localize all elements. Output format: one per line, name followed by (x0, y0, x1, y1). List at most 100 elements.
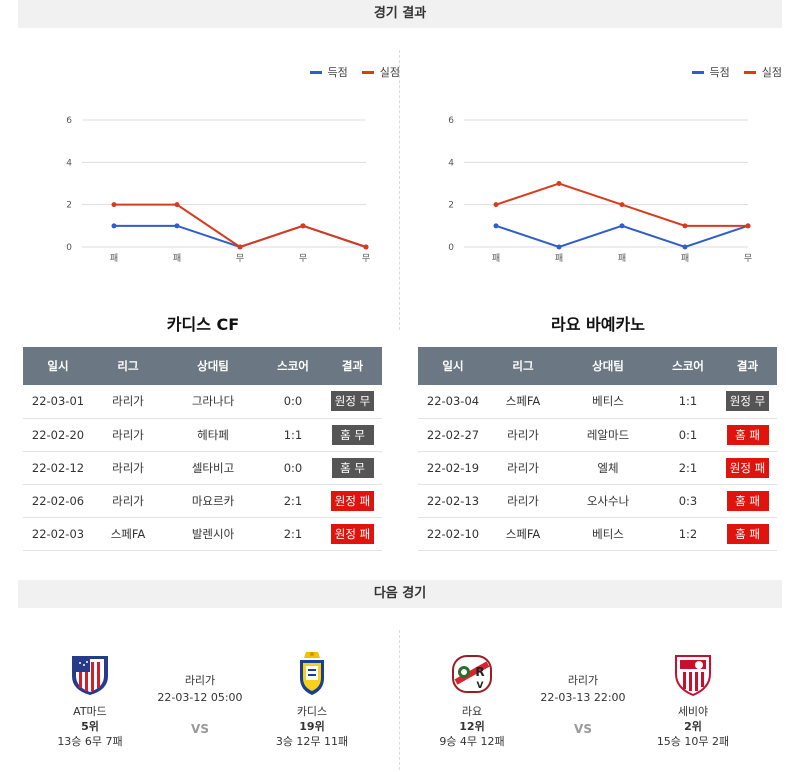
scored-series-line (495, 224, 749, 249)
next-match-divider (399, 630, 400, 770)
table-row: 22-02-20 라리가 헤타페 1:1 홈 무 (23, 418, 382, 452)
conceded-point (745, 223, 751, 229)
away-team-name: 카디스 (296, 705, 328, 718)
y-tick-label: 4 (66, 158, 72, 168)
team-title-cadiz: 카디스 CF (166, 315, 240, 334)
home-team: R V 라요 12위 9승 4무 12패 (417, 650, 527, 749)
header-result: 결과 (718, 347, 777, 385)
cell-opponent: 발렌시아 (163, 517, 263, 551)
match-info: 라리가 22-03-12 05:00 (140, 672, 260, 706)
results-divider (399, 50, 400, 330)
header-score: 스코어 (263, 347, 323, 385)
y-tick-label: 6 (448, 116, 454, 126)
cell-date: 22-02-27 (418, 418, 488, 452)
y-tick-label: 6 (66, 116, 72, 126)
scored-point (111, 223, 117, 229)
result-badge: 홈 패 (726, 424, 769, 445)
cadiz-results-chart: 득점 실점 0 2 4 6 패 패 무 무 무 (40, 50, 400, 270)
cell-league: 라리가 (93, 451, 163, 485)
vs-label: VS (191, 722, 209, 736)
table-header-row: 일시 리그 상대팀 스코어 결과 (23, 347, 382, 385)
x-tick-label: 패 (555, 253, 563, 264)
x-tick-label: 무 (744, 253, 752, 264)
result-badge: 원정 패 (330, 523, 375, 544)
legend-scored: 득점 (309, 64, 348, 80)
cell-date: 22-02-03 (23, 517, 93, 551)
x-tick-label: 무 (236, 253, 244, 264)
cell-result: 홈 무 (323, 451, 382, 485)
conceded-point (682, 223, 688, 229)
result-badge: 원정 패 (330, 490, 375, 511)
x-tick-label: 무 (299, 253, 307, 264)
x-tick-label: 패 (618, 253, 626, 264)
legend-scored-swatch (691, 70, 704, 74)
legend-scored: 득점 (691, 64, 730, 80)
conceded-point (237, 244, 243, 250)
cell-opponent: 레알마드 (558, 418, 658, 452)
cell-league: 스페FA (488, 517, 558, 551)
cell-league: 스페FA (93, 517, 163, 551)
x-tick-label: 무 (362, 253, 370, 264)
result-badge: 원정 무 (330, 391, 375, 412)
cell-score: 2:1 (263, 517, 323, 551)
away-team-name: 세비야 (677, 705, 709, 718)
table-row: 22-02-27 라리가 레알마드 0:1 홈 패 (418, 418, 777, 452)
conceded-point (493, 202, 499, 208)
cell-date: 22-02-13 (418, 484, 488, 518)
header-date: 일시 (23, 347, 93, 385)
away-team-record: 3승 12무 11패 (275, 735, 349, 748)
chart-plot: 0 2 4 6 패 패 무 무 무 (66, 116, 370, 264)
cell-date: 22-02-20 (23, 418, 93, 452)
vs-label: VS (574, 722, 592, 736)
scored-point (619, 223, 625, 229)
cell-result: 홈 무 (323, 418, 382, 452)
cell-result: 원정 무 (718, 385, 777, 419)
y-tick-label: 4 (448, 158, 454, 168)
cell-result: 원정 무 (323, 385, 382, 419)
away-team-record: 15승 10무 2패 (656, 735, 730, 748)
table-row: 22-03-04 스페FA 베티스 1:1 원정 무 (418, 385, 777, 419)
away-team: 세비야 2위 15승 10무 2패 (638, 650, 748, 749)
cell-league: 라리가 (488, 484, 558, 518)
x-tick-label: 패 (492, 253, 500, 264)
home-team-rank: 12위 (459, 720, 485, 733)
table-row: 22-02-19 라리가 엘체 2:1 원정 패 (418, 451, 777, 485)
legend-scored-swatch (309, 70, 322, 74)
cell-league: 라리가 (488, 451, 558, 485)
conceded-point (619, 202, 625, 208)
atletico-madrid-crest-icon (68, 650, 112, 696)
cell-opponent: 베티스 (558, 517, 658, 551)
table-row: 22-03-01 라리가 그라나다 0:0 원정 무 (23, 385, 382, 419)
result-badge: 홈 패 (726, 490, 769, 511)
cell-result: 원정 패 (323, 484, 382, 518)
conceded-point (363, 244, 369, 250)
match-datetime: 22-03-12 05:00 (157, 691, 243, 704)
legend-conceded-label: 실점 (379, 66, 400, 79)
home-team-record: 9승 4무 12패 (439, 735, 505, 748)
header-score: 스코어 (658, 347, 718, 385)
legend-conceded-swatch (361, 70, 374, 74)
chart-legend: 득점 실점 (691, 64, 782, 80)
cell-league: 라리가 (93, 484, 163, 518)
chart-legend: 득점 실점 (309, 64, 400, 80)
svg-text:V: V (477, 681, 484, 691)
conceded-point (556, 181, 562, 186)
sevilla-crest-icon (671, 650, 715, 697)
team-title-rayo: 라요 바예카노 (551, 315, 645, 334)
header-league: 리그 (93, 347, 163, 385)
cell-opponent: 셀타비고 (163, 451, 263, 485)
table-row: 22-02-12 라리가 셀타비고 0:0 홈 무 (23, 451, 382, 485)
match-league: 라리가 (184, 674, 216, 687)
svg-text:R: R (475, 665, 484, 679)
table-row: 22-02-03 스페FA 발렌시아 2:1 원정 패 (23, 517, 382, 551)
result-badge: 홈 패 (726, 523, 769, 544)
next-match-2: R V 라요 12위 9승 4무 12패 라리가 22-03-13 22:00 … (406, 640, 766, 770)
cell-date: 22-02-06 (23, 484, 93, 518)
cell-date: 22-02-10 (418, 517, 488, 551)
conceded-point (174, 202, 180, 208)
home-team: AT마드 5위 13승 6무 7패 (35, 650, 145, 749)
legend-conceded: 실점 (743, 64, 782, 80)
y-tick-label: 0 (448, 243, 454, 253)
